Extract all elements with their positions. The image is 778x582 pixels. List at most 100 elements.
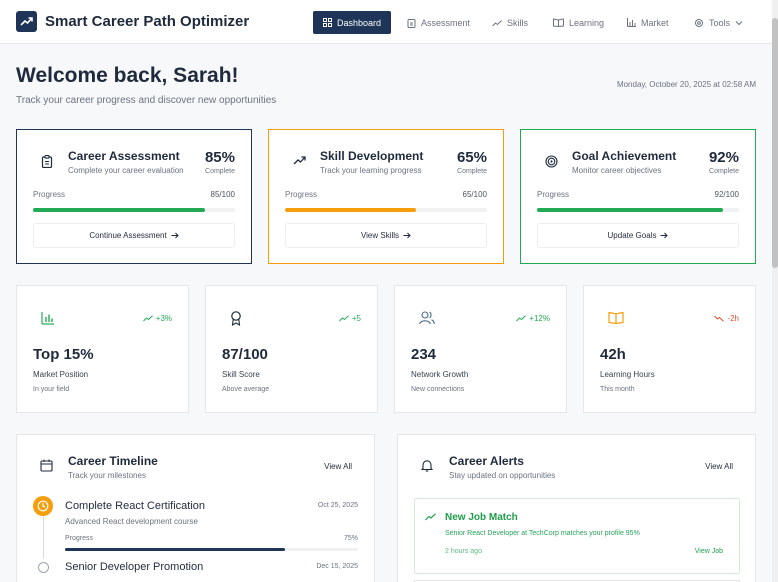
skill-development-card: Skill Development Track your learning pr… (268, 129, 504, 264)
timeline-view-all-link[interactable]: View All (324, 462, 352, 471)
trending-up-icon (492, 19, 502, 26)
stat-value: 87/100 (222, 346, 268, 363)
trending-up-icon (339, 315, 349, 322)
panel-title: Career Timeline (68, 454, 158, 468)
alert-item[interactable] (414, 580, 740, 582)
nav-learning[interactable]: Learning (553, 11, 604, 34)
milestone-description: Advanced React development course (65, 517, 198, 526)
nav-assessment[interactable]: Assessment (407, 11, 470, 34)
job-match-alert[interactable]: New Job Match Senior React Developer at … (414, 498, 740, 574)
stat-value: 234 (411, 346, 437, 363)
goal-achievement-card: Goal Achievement Monitor career objectiv… (520, 129, 756, 264)
arrow-right-icon (403, 232, 411, 239)
arrow-right-icon (660, 232, 669, 239)
stat-sublabel: This month (600, 386, 635, 393)
trend-badge: -2h (714, 314, 739, 323)
card-percent: 65% (456, 149, 487, 166)
nav-tools-label: Tools (709, 17, 731, 28)
milestone-progress-label: Progress (65, 535, 94, 542)
alert-description: Senior React Developer at TechCorp match… (445, 530, 640, 537)
panel-title: Career Alerts (449, 454, 524, 468)
nav-dashboard[interactable]: Dashboard (313, 11, 392, 34)
progress-track (537, 208, 739, 212)
network-growth-card: +12% 234 Network Growth New connections (394, 285, 567, 413)
career-assessment-card: Career Assessment Complete your career e… (16, 129, 252, 264)
update-goals-button[interactable]: Update Goals (537, 223, 739, 248)
award-icon (231, 311, 241, 326)
bell-icon (421, 460, 433, 472)
alert-title: New Job Match (445, 512, 518, 523)
trend-value: -2h (727, 314, 739, 323)
chevron-down-icon (735, 20, 743, 25)
alerts-view-all-link[interactable]: View All (705, 462, 733, 471)
milestone-title[interactable]: Complete React Certification (65, 500, 206, 512)
book-open-icon (553, 18, 564, 27)
skill-score-card: +5 87/100 Skill Score Above average (205, 285, 378, 413)
card-title: Skill Development (320, 149, 424, 163)
trend-badge: +3% (142, 314, 172, 323)
trend-value: +3% (155, 314, 172, 323)
view-job-link[interactable]: View Job (694, 548, 723, 555)
users-icon (419, 311, 435, 325)
scrollbar-thumb[interactable] (772, 18, 778, 268)
trend-badge: +5 (339, 314, 361, 323)
stat-label: Network Growth (411, 370, 469, 379)
card-percent: 85% (204, 149, 235, 166)
progress-label: Progress (33, 190, 66, 199)
nav-assessment-label: Assessment (421, 17, 471, 28)
stat-label: Skill Score (222, 370, 260, 379)
card-title: Career Assessment (68, 149, 180, 163)
progress-label: Progress (285, 190, 318, 199)
button-label: Update Goals (607, 231, 657, 240)
milestone-date: Dec 15, 2025 (316, 563, 358, 570)
panel-subtitle: Stay updated on opportunities (449, 471, 556, 480)
progress-value: 85/100 (210, 190, 235, 199)
stat-sublabel: Above average (222, 386, 270, 393)
nav-learning-label: Learning (569, 17, 605, 28)
stat-label: Market Position (33, 370, 89, 379)
vertical-scrollbar[interactable] (772, 0, 778, 582)
milestone-progress-track (65, 548, 358, 551)
progress-fill (285, 208, 417, 212)
trending-down-icon (714, 315, 725, 322)
milestone-title[interactable]: Senior Developer Promotion (65, 561, 204, 573)
career-alerts-panel: Career Alerts Stay updated on opportunit… (397, 434, 756, 582)
nav-market-label: Market (641, 17, 669, 28)
trend-badge: +12% (516, 314, 550, 323)
welcome-subtitle: Track your career progress and discover … (16, 95, 277, 106)
card-subtitle: Track your learning progress (320, 166, 422, 175)
nav-skills-label: Skills (507, 17, 529, 28)
bar-chart-icon (41, 312, 54, 325)
calendar-icon (40, 459, 53, 472)
bar-chart-icon (627, 18, 636, 27)
continue-assessment-button[interactable]: Continue Assessment (33, 223, 235, 248)
timeline-connector (43, 507, 44, 559)
trending-up-logo-icon (16, 11, 37, 32)
nav-tools[interactable]: Tools (694, 11, 743, 34)
trend-value: +12% (529, 314, 550, 323)
card-complete-label: Complete (709, 168, 739, 175)
milestone-progress-fill (65, 548, 285, 551)
nav-market[interactable]: Market (627, 11, 669, 34)
current-datetime: Monday, October 20, 2025 at 02:58 AM (616, 80, 756, 89)
stat-value: 42h (600, 346, 626, 363)
card-complete-label: Complete (205, 168, 235, 175)
progress-track (33, 208, 235, 212)
button-label: Continue Assessment (89, 231, 167, 240)
nav-dashboard-label: Dashboard (337, 17, 382, 28)
stat-value: Top 15% (33, 346, 94, 363)
welcome-heading: Welcome back, Sarah! (16, 64, 239, 87)
progress-label: Progress (537, 190, 570, 199)
milestone-progress-value: 75% (343, 535, 358, 542)
target-icon (545, 155, 558, 168)
progress-fill (537, 208, 723, 212)
nav-skills[interactable]: Skills (492, 11, 528, 34)
market-position-card: +3% Top 15% Market Position In your fiel… (16, 285, 189, 413)
stat-sublabel: In your field (33, 386, 70, 393)
alert-timestamp: 2 hours ago (445, 548, 482, 555)
app-title: Smart Career Path Optimizer (45, 13, 250, 30)
milestone-date: Oct 25, 2025 (317, 502, 358, 509)
stat-label: Learning Hours (600, 370, 655, 379)
card-subtitle: Monitor career objectives (572, 166, 662, 175)
view-skills-button[interactable]: View Skills (285, 223, 487, 248)
